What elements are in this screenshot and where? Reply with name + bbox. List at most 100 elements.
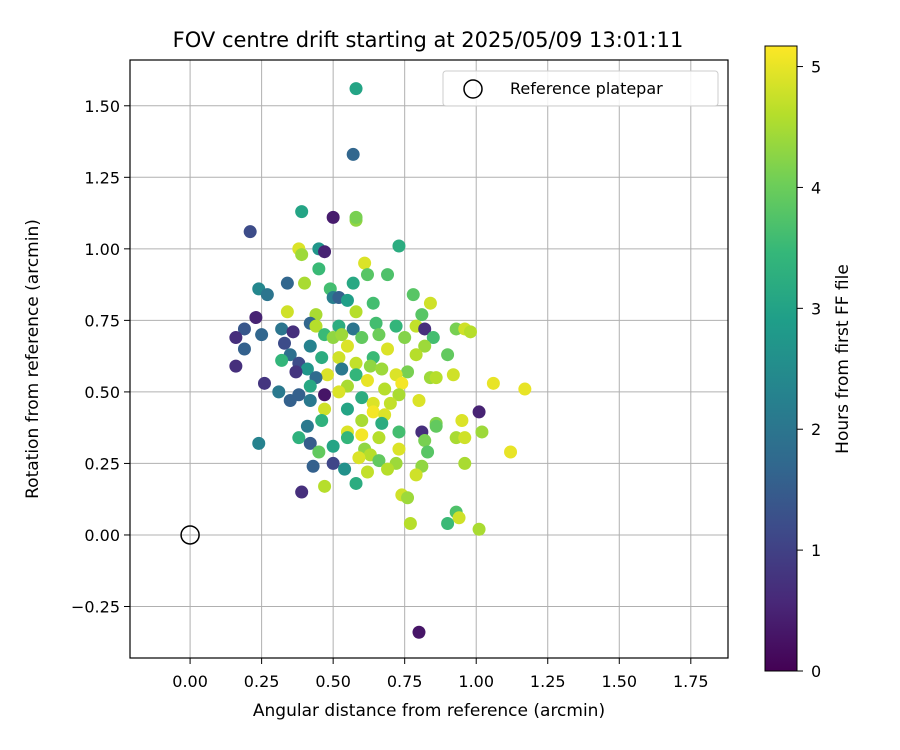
reference-marker: [180, 525, 200, 545]
data-point: [315, 414, 329, 428]
y-axis-label: Rotation from reference (arcmin): [23, 219, 43, 499]
data-point: [418, 434, 432, 448]
x-tick-label: 0.00: [172, 672, 208, 691]
data-point: [318, 388, 332, 402]
data-point: [300, 362, 314, 376]
data-point: [418, 322, 432, 336]
data-point: [283, 393, 297, 407]
x-tick-label: 0.50: [315, 672, 351, 691]
data-point: [349, 356, 363, 370]
data-point: [243, 225, 257, 239]
data-point: [229, 331, 243, 345]
data-point: [398, 331, 412, 345]
data-point: [372, 454, 386, 468]
data-point: [458, 431, 472, 445]
legend-label: Reference platepar: [510, 79, 663, 98]
colorbar-tick-label: 4: [811, 178, 821, 197]
data-point: [318, 245, 332, 259]
data-point: [229, 359, 243, 373]
data-point: [472, 405, 486, 419]
x-tick-label: 1.50: [601, 672, 637, 691]
data-point: [429, 371, 443, 385]
y-tick-label: 1.50: [84, 97, 120, 116]
data-point: [346, 147, 360, 161]
legend-box: [442, 70, 719, 107]
data-point: [275, 322, 289, 336]
data-point: [383, 396, 397, 410]
data-point: [326, 439, 340, 453]
data-point: [401, 491, 415, 505]
data-point: [355, 391, 369, 405]
data-point: [309, 319, 323, 333]
data-point: [295, 485, 309, 499]
data-point: [237, 322, 251, 336]
data-point: [381, 268, 395, 282]
y-tick-label: 0.50: [84, 383, 120, 402]
x-axis-label: Angular distance from reference (arcmin): [253, 701, 605, 721]
data-point: [441, 517, 455, 531]
data-point: [340, 293, 354, 307]
colorbar-tick-label: 2: [811, 420, 821, 439]
data-point: [340, 431, 354, 445]
y-tick-label: 0.25: [84, 454, 120, 473]
data-point: [300, 419, 314, 433]
data-point: [352, 451, 366, 465]
y-tick-label: 0.75: [84, 311, 120, 330]
data-point: [504, 445, 518, 459]
data-point: [355, 331, 369, 345]
data-point: [349, 368, 363, 382]
data-point: [292, 431, 306, 445]
data-point: [392, 239, 406, 253]
y-axis-ticks: −0.25 0.00 0.25 0.50 0.75 1.00 1.25 1.50: [71, 97, 130, 616]
data-point: [389, 319, 403, 333]
data-point: [257, 376, 271, 390]
scatter-points: [229, 82, 532, 639]
data-point: [260, 288, 274, 302]
data-point: [340, 339, 354, 353]
x-tick-label: 0.25: [244, 672, 280, 691]
data-point: [326, 210, 340, 224]
data-point: [332, 351, 346, 365]
y-tick-label: −0.25: [71, 597, 120, 616]
x-tick-label: 1.25: [530, 672, 566, 691]
data-point: [406, 288, 420, 302]
y-tick-label: 1.25: [84, 168, 120, 187]
data-point: [409, 348, 423, 362]
data-point: [409, 468, 423, 482]
data-point: [486, 376, 500, 390]
data-point: [237, 342, 251, 356]
y-tick-label: 0.00: [84, 526, 120, 545]
data-point: [378, 382, 392, 396]
data-point: [475, 425, 489, 439]
data-point: [249, 311, 263, 325]
data-point: [421, 445, 435, 459]
data-point: [392, 388, 406, 402]
data-point: [366, 405, 380, 419]
data-point: [423, 296, 437, 310]
data-point: [286, 325, 300, 339]
data-point: [441, 348, 455, 362]
legend: Reference platepar: [442, 70, 719, 107]
data-point: [320, 368, 334, 382]
colorbar-tick-label: 5: [811, 58, 821, 77]
data-point: [306, 459, 320, 473]
data-point: [303, 339, 317, 353]
colorbar-tick-label: 0: [811, 662, 821, 681]
data-point: [363, 359, 377, 373]
data-point: [429, 419, 443, 433]
data-point: [360, 268, 374, 282]
data-point: [403, 517, 417, 531]
data-point: [392, 442, 406, 456]
data-point: [369, 316, 383, 330]
data-point: [446, 368, 460, 382]
data-point: [315, 351, 329, 365]
data-point: [335, 362, 349, 376]
data-point: [318, 402, 332, 416]
data-point: [326, 456, 340, 470]
data-point: [255, 328, 269, 342]
data-point: [463, 325, 477, 339]
data-point: [312, 445, 326, 459]
data-point: [372, 431, 386, 445]
data-point: [346, 276, 360, 290]
